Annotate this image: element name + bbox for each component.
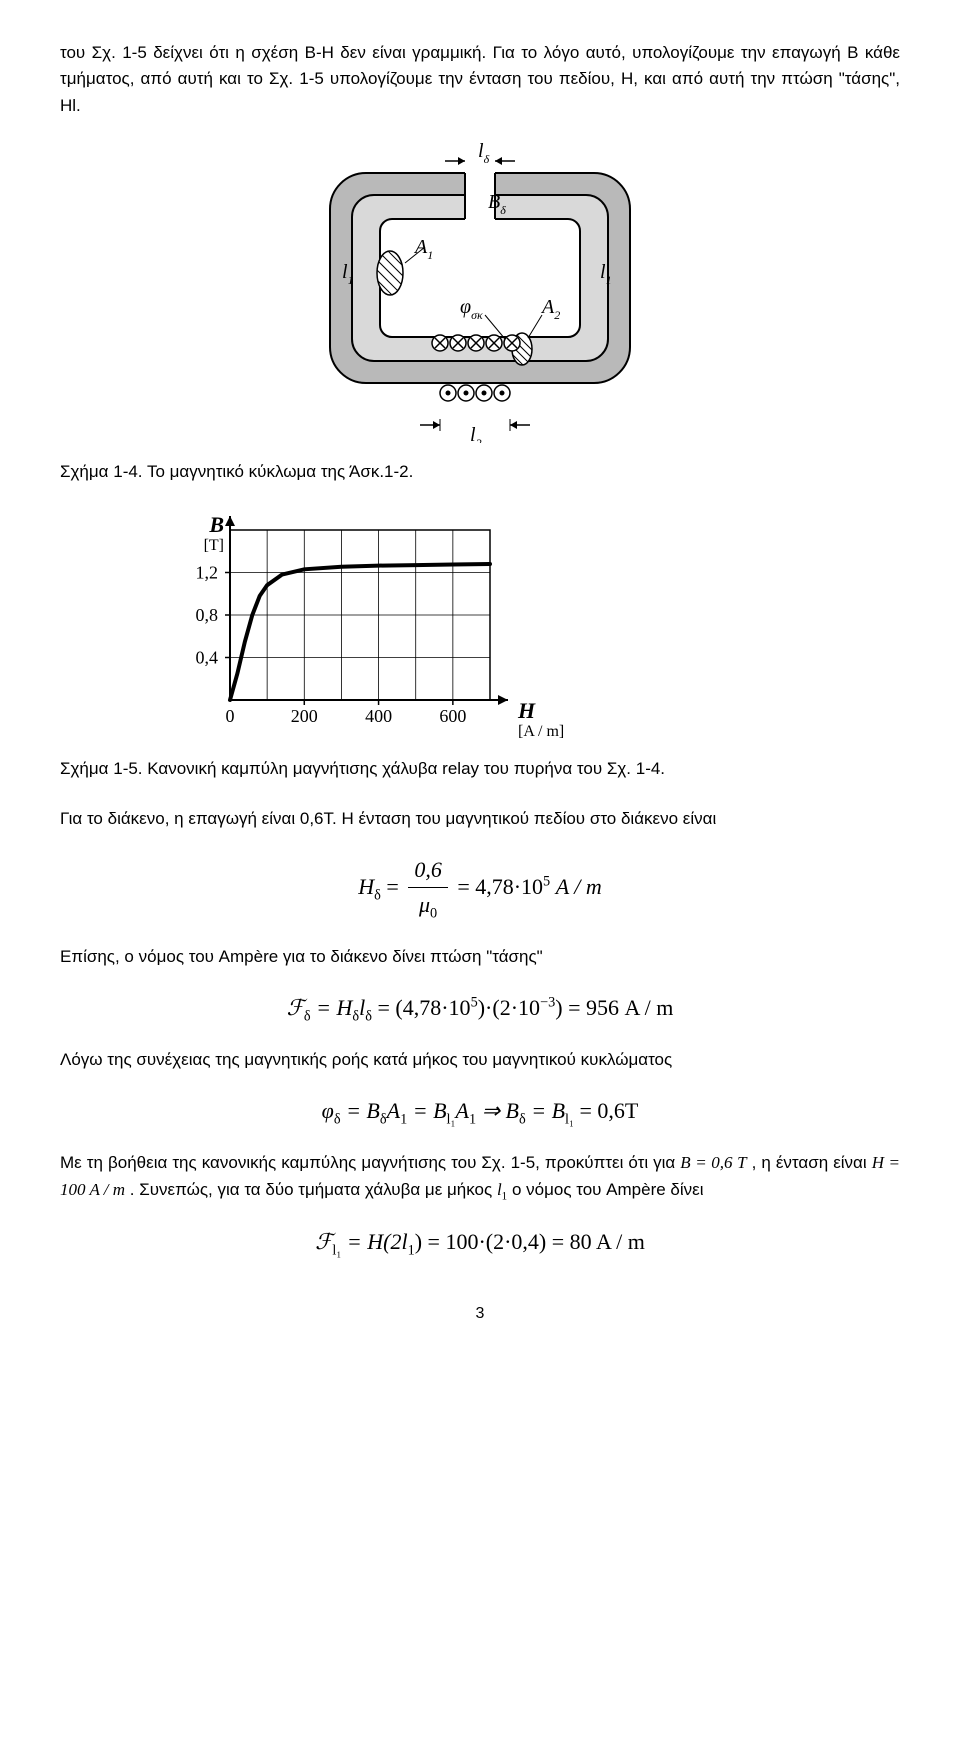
- svg-text:0: 0: [226, 706, 235, 726]
- ampere-gap-paragraph: Επίσης, ο νόμος του Ampère για το διάκεν…: [60, 944, 900, 970]
- svg-text:400: 400: [365, 706, 392, 726]
- svg-text:[A / m]: [A / m]: [518, 723, 564, 740]
- eq-f-l1: ℱl₁ = H(2l1) = 100·(2·0,4) = 80 A / m: [60, 1225, 900, 1262]
- svg-text:0,4: 0,4: [196, 647, 219, 667]
- last-paragraph: Με τη βοήθεια της κανονικής καμπύλης μαγ…: [60, 1150, 900, 1205]
- svg-text:H: H: [517, 698, 536, 723]
- intro-paragraph: του Σχ. 1-5 δείχνει ότι η σχέση Β-Η δεν …: [60, 40, 900, 119]
- svg-text:0,8: 0,8: [196, 605, 219, 625]
- bh-curve-svg: 0,4 0,8 1,2 0 200 400 600 B[T] H[A / m]: [150, 510, 590, 740]
- svg-text:lδ: lδ: [478, 143, 490, 166]
- eq-f-delta: ℱδ = Hδlδ = (4,78·105)·(2·10−3) = 956 A …: [60, 991, 900, 1028]
- page-number: 3: [60, 1302, 900, 1327]
- svg-text:1,2: 1,2: [196, 562, 219, 582]
- eq-h-delta: Hδ = 0,6μ0 = 4,78·105 A / m: [60, 853, 900, 925]
- svg-text:B: B: [208, 512, 224, 537]
- figure-1-5-caption: Σχήμα 1-5. Κανονική καμπύλη μαγνήτισης χ…: [60, 756, 900, 782]
- eq-phi: φδ = BδA1 = Bl₁A1 ⇒ Bδ = Bl₁ = 0,6T: [60, 1094, 900, 1131]
- figure-1-4: lδ Bδ A1 l1 l1 A2 φσκ: [60, 143, 900, 451]
- magnetic-circuit-svg: lδ Bδ A1 l1 l1 A2 φσκ: [290, 143, 670, 443]
- gap-paragraph: Για το διάκενο, η επαγωγή είναι 0,6Τ. Η …: [60, 806, 900, 832]
- svg-text:200: 200: [291, 706, 318, 726]
- svg-text:l2: l2: [470, 424, 482, 443]
- svg-text:[T]: [T]: [204, 537, 224, 554]
- svg-text:600: 600: [439, 706, 466, 726]
- flux-continuity-paragraph: Λόγω της συνέχειας της μαγνητικής ροής κ…: [60, 1047, 900, 1073]
- figure-1-5: 0,4 0,8 1,2 0 200 400 600 B[T] H[A / m]: [150, 510, 900, 748]
- figure-1-4-caption: Σχήμα 1-4. Το μαγνητικό κύκλωμα της Άσκ.…: [60, 459, 900, 485]
